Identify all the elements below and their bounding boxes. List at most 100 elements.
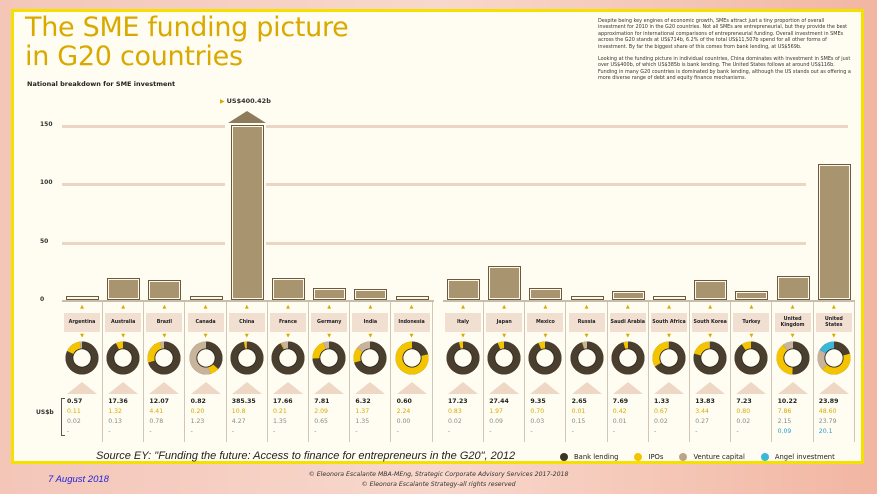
angel-investment-value: - [108, 428, 111, 435]
ipos-value: 0.20 [190, 408, 205, 415]
pointer-triangle-icon [396, 382, 427, 394]
pointer-triangle-icon [149, 382, 180, 394]
bar-australia[interactable] [107, 278, 141, 300]
country-label: Italy [445, 313, 481, 332]
funding-mix-donut-icon [528, 341, 562, 375]
up-arrow-icon: ▲ [244, 304, 249, 310]
country-label: Mexico [527, 313, 564, 332]
country-column-china: ▲ China ▼ 385.35 10.8 4.27 - [227, 302, 268, 442]
venture-capital-value: 0.13 [108, 418, 122, 425]
angel-investment-value: - [231, 428, 235, 435]
bar-turkey[interactable] [735, 290, 769, 300]
down-arrow-icon: ▼ [749, 333, 754, 339]
value-list: 10.22 7.86 2.15 0.09 [778, 397, 798, 437]
value-list: 6.32 1.37 1.35 - [355, 397, 370, 437]
bank-lending-value: 0.60 [396, 398, 412, 405]
bank-lending-value: 1.33 [654, 398, 670, 405]
bar-canada[interactable] [189, 296, 223, 300]
bar-united-states[interactable] [817, 164, 851, 300]
bank-lending-value: 17.66 [273, 398, 293, 405]
legend-item-venture-capital: Venture capital [679, 453, 745, 461]
bank-lending-swatch-icon [560, 453, 568, 461]
pointer-triangle-icon [355, 382, 386, 394]
angel-investment-value: - [355, 428, 358, 435]
country-label: Saudi Arabia [609, 313, 646, 332]
venture-capital-value: 1.35 [355, 418, 370, 425]
value-list: 0.82 0.20 1.23 - [191, 397, 206, 437]
bar-mexico[interactable] [529, 288, 563, 300]
up-arrow-icon: ▲ [625, 304, 630, 310]
venture-capital-value: 0.15 [571, 418, 586, 425]
gridline [62, 183, 225, 187]
bar-italy[interactable] [447, 278, 480, 300]
down-arrow-icon: ▼ [831, 333, 836, 339]
ipos-value: 0.67 [654, 408, 668, 415]
down-arrow-icon: ▼ [790, 333, 795, 339]
venture-capital-value: 0.09 [489, 418, 503, 425]
down-arrow-icon: ▼ [368, 333, 373, 339]
up-arrow-icon: ▲ [790, 304, 795, 310]
up-arrow-icon: ▲ [286, 304, 290, 310]
country-column-india: ▲ India ▼ 6.32 1.37 1.35 - [350, 302, 392, 442]
country-column-united-states: ▲ United States ▼ 23.89 48.60 23.79 20.1 [814, 302, 855, 442]
value-list: 23.89 48.60 23.79 20.1 [819, 397, 839, 437]
bank-lending-value: 7.81 [314, 398, 330, 405]
funding-mix-donut-icon [817, 341, 851, 375]
angel-investment-value: - [489, 428, 492, 435]
bar-south-africa[interactable] [653, 296, 686, 300]
intro-paragraph-1: Despite being key engines of economic gr… [598, 18, 848, 50]
bank-lending-value: 0.57 [67, 398, 83, 405]
venture-capital-value: 0.27 [695, 418, 709, 425]
value-list: 17.23 0.83 0.02 - [448, 397, 468, 437]
callout-arrow-icon: ▶ [220, 98, 225, 105]
ipos-value: 2.24 [396, 408, 411, 415]
footer-copyright-2: © Eleonora Escalante Strategy-all rights… [361, 481, 516, 488]
pointer-triangle-icon [612, 382, 643, 394]
value-list: 2.65 0.01 0.15 - [572, 397, 587, 437]
down-arrow-icon: ▼ [584, 333, 589, 339]
angel-investment-value: - [530, 428, 533, 435]
ipos-value: 10.8 [231, 408, 246, 415]
up-arrow-icon: ▲ [409, 304, 414, 310]
bar-japan[interactable] [488, 265, 522, 300]
venture-capital-value: 0.65 [314, 418, 328, 425]
pointer-triangle-icon [67, 382, 97, 394]
bar-germany[interactable] [313, 287, 347, 300]
value-list: 17.36 1.32 0.13 - [108, 397, 128, 437]
funding-mix-donut-icon [487, 341, 521, 375]
bar-russia[interactable] [570, 296, 604, 300]
x-axis-baseline [62, 300, 434, 302]
legend-item-angel-investment: Angel investment [760, 453, 835, 461]
country-label: India [352, 313, 389, 332]
gridline [266, 241, 806, 245]
down-arrow-icon: ▼ [203, 333, 208, 339]
country-label: Brazil [146, 313, 183, 332]
country-column-south-africa: ▲ South Africa ▼ 1.33 0.67 0.02 - [649, 302, 690, 442]
y-tick-label: 50 [40, 237, 49, 245]
angel-investment-value: 0.09 [777, 428, 792, 435]
bar-china[interactable] [230, 125, 264, 300]
down-arrow-icon: ▼ [461, 333, 465, 339]
bar-saudi-arabia[interactable] [611, 290, 645, 300]
angel-investment-value: - [190, 428, 193, 435]
down-arrow-icon: ▼ [286, 333, 290, 339]
bar-indonesia[interactable] [395, 296, 429, 300]
bar-france[interactable] [272, 277, 305, 300]
pointer-triangle-icon [736, 382, 767, 394]
country-label: Argentina [64, 313, 100, 332]
bar-brazil[interactable] [148, 279, 182, 300]
bar-argentina[interactable] [66, 296, 99, 300]
bar-united-kingdom[interactable] [776, 276, 810, 300]
pointer-triangle-icon [777, 382, 808, 394]
funding-mix-donut-icon [106, 341, 140, 375]
country-column-indonesia: ▲ Indonesia ▼ 0.60 2.24 0.00 - [392, 302, 433, 442]
bar-india[interactable] [354, 289, 388, 300]
ipos-value: 1.32 [108, 408, 122, 415]
ipos-swatch-icon [634, 453, 643, 461]
country-column-saudi-arabia: ▲ Saudi Arabia ▼ 7.69 0.42 0.01 - [608, 302, 649, 442]
up-arrow-icon: ▲ [708, 304, 713, 310]
down-arrow-icon: ▼ [543, 333, 548, 339]
bar-south-korea[interactable] [694, 279, 728, 300]
pointer-triangle-icon [273, 382, 303, 394]
venture-capital-value: 0.02 [67, 418, 81, 425]
